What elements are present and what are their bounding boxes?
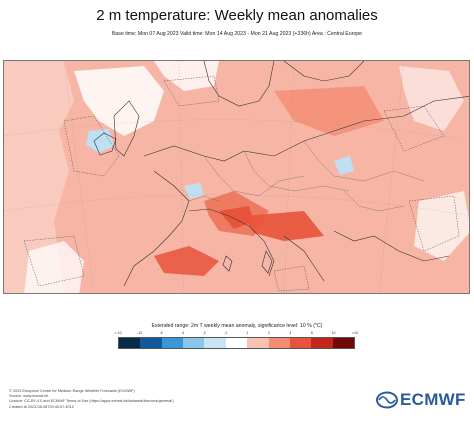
graticule (4, 61, 469, 293)
footer-licence: Licence: CC-BY-4.0 and ECMWF Terms of Us… (9, 399, 174, 404)
tick-label: 2 (267, 331, 270, 335)
neutral-patch-northeast (399, 66, 464, 131)
tick-label: -2 (202, 331, 206, 335)
tick-label: 1 (246, 331, 249, 335)
anomaly-field (4, 61, 469, 293)
footer-source: Source: www.ecmwf.int (9, 394, 49, 399)
tick-label: 10 (331, 331, 336, 335)
tick-label: -10 (136, 331, 143, 335)
ecmwf-logo-text: ECMWF (400, 390, 466, 409)
borders (188, 140, 425, 212)
colorbar-segment (140, 338, 162, 348)
neutral-patch-black-sea (414, 191, 469, 261)
cool-patch-biscay (184, 183, 204, 199)
colorbar-ticks: <-10 -10 -6 -4 -2 -1 1 2 4 6 10 >10 (114, 331, 359, 337)
atlantic-region (4, 61, 74, 293)
neutral-patch-norway (154, 61, 219, 91)
tick-label: -4 (181, 331, 185, 335)
anomaly-map (3, 60, 470, 294)
warm-patch-mediterranean (154, 246, 219, 276)
tick-label: >10 (351, 331, 359, 335)
colorbar (118, 337, 355, 349)
tick-label: 6 (310, 331, 313, 335)
colorbar-segment (268, 338, 290, 348)
colorbar-segment (204, 338, 226, 348)
ecmwf-logo: ECMWF (376, 390, 466, 410)
neutral-patch-iberia (24, 241, 84, 293)
tick-label: <-10 (114, 331, 122, 335)
chart-subtitle: Base time: Mon 07 Aug 2023 Valid time: M… (111, 31, 363, 37)
tick-label: -1 (224, 331, 228, 335)
significance-contours (23, 75, 460, 292)
footer: © 2023 European Centre for Medium-Range … (9, 389, 174, 410)
tick-label: 4 (289, 331, 292, 335)
neutral-patch-north-sea (74, 66, 164, 136)
map-svg (4, 61, 469, 293)
cool-patch-carpathians (334, 156, 354, 175)
warm-core-alps (219, 206, 254, 229)
footer-copyright: © 2023 European Centre for Medium-Range … (9, 389, 135, 393)
coastlines (93, 61, 469, 287)
chart-title: 2 m temperature: Weekly mean anomalies (96, 7, 378, 24)
warm-patch-italy (244, 211, 324, 241)
colorbar-segment (289, 338, 312, 348)
colorbar-segment (183, 338, 205, 348)
ecmwf-logo-icon (376, 391, 398, 409)
colorbar-segment (247, 338, 269, 348)
tick-label: -6 (159, 331, 163, 335)
colorbar-segment (161, 338, 184, 348)
colorbar-segment (225, 338, 248, 348)
footer-created: Created at 2023-08-08T20:40:57.4012 (9, 404, 74, 409)
legend-title: Extended range: 2m T weekly mean anomaly… (151, 323, 323, 329)
colorbar-segment (119, 338, 141, 348)
colorbar-segment (332, 338, 354, 348)
cool-patch-ireland (86, 129, 114, 153)
colorbar-segment (311, 338, 333, 348)
